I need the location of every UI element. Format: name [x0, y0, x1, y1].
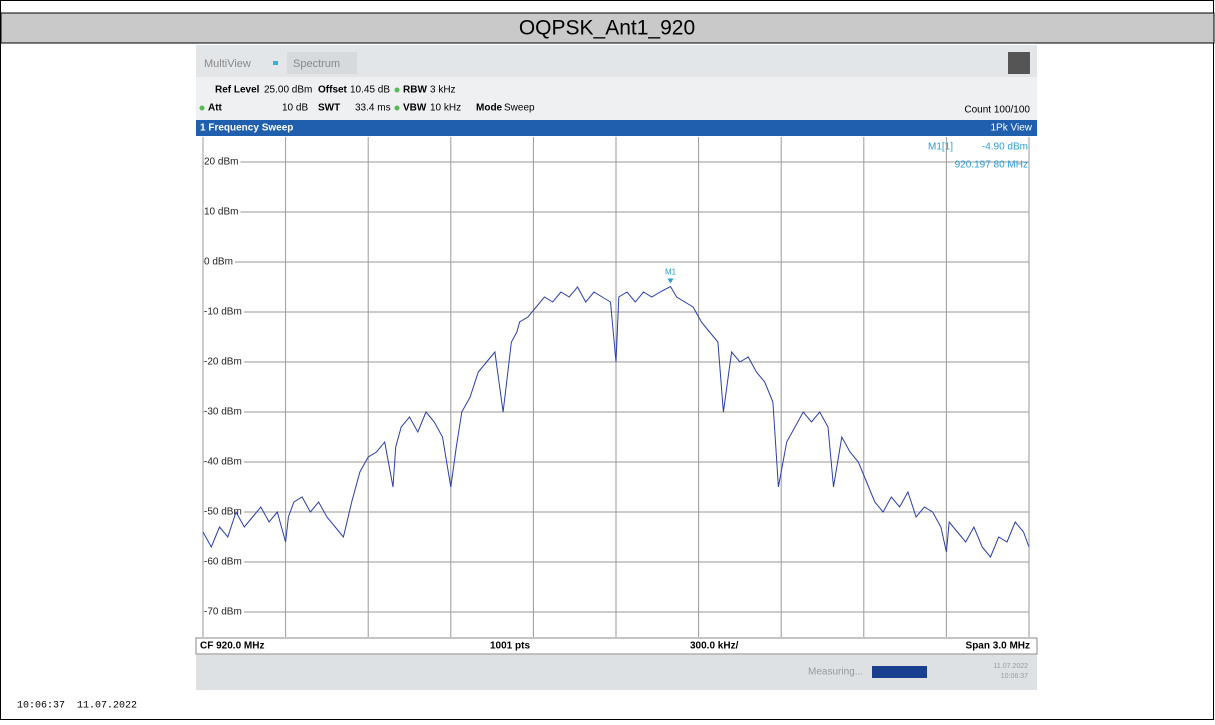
- label-bg: [204, 306, 244, 318]
- count: Count 100/100: [964, 105, 1030, 116]
- value: 25.00 dBm: [264, 85, 312, 96]
- label-bg: [204, 606, 244, 618]
- progress: [872, 666, 927, 678]
- indicator: [199, 105, 205, 111]
- y-tick-label: -30 dBm: [204, 407, 242, 418]
- plot: 20 dBm 10 dBm 0 dBm -10 dBm -20 dBm -30 dBm -4…: [202, 137, 1030, 637]
- info-row: [195, 637, 1038, 655]
- label-bg: [204, 406, 244, 418]
- label: SWT: [318, 103, 340, 114]
- label-bg: [204, 456, 244, 468]
- label-bg: [204, 256, 235, 268]
- view-label: 1Pk View: [990, 123, 1032, 134]
- y-tick-label: -50 dBm: [204, 507, 242, 518]
- label: Mode: [476, 103, 503, 114]
- y-tick-label: -40 dBm: [204, 457, 242, 468]
- label-bg: [204, 206, 241, 218]
- value: 33.4 ms: [355, 103, 391, 114]
- footer: 10:06:37 11.07.2022: [17, 701, 137, 712]
- value: 10 dB: [282, 103, 308, 114]
- y-tick-label: 0 dBm: [204, 257, 233, 268]
- tab-label: Spectrum: [293, 58, 340, 70]
- label-bg: [204, 506, 244, 518]
- value: 3 kHz: [430, 85, 456, 96]
- title-band: [0, 12, 1215, 44]
- label: Ref Level: [215, 85, 260, 96]
- value: Sweep: [504, 103, 535, 114]
- center: CF 920.0 MHz: [200, 641, 264, 652]
- menu-button[interactable]: [1008, 52, 1030, 74]
- y-tick-label: 10 dBm: [204, 207, 238, 218]
- value: 10 kHz: [430, 103, 461, 114]
- trace: [202, 285, 1030, 558]
- label-bg: [204, 156, 241, 168]
- label: Offset: [318, 85, 348, 96]
- marker-frequency: 920.197 80 MHz: [955, 160, 1028, 171]
- tab: [287, 52, 357, 74]
- window-bar: [196, 120, 1037, 136]
- marker-label: M1: [665, 268, 677, 277]
- y-tick-label: 20 dBm: [204, 157, 238, 168]
- tab-label: MultiView: [204, 58, 251, 70]
- span: Span 3.0 MHz: [966, 641, 1030, 652]
- marker-readout: M1[1]: [928, 142, 953, 153]
- title: OQPSK_Ant1_920: [519, 17, 695, 40]
- label: Att: [208, 103, 223, 114]
- y-tick-label: -20 dBm: [204, 357, 242, 368]
- label: RBW: [403, 85, 427, 96]
- status-state: Measuring...: [808, 667, 863, 678]
- label: VBW: [403, 103, 427, 114]
- status-date: 11.07.2022: [993, 663, 1028, 670]
- tab-dot: [273, 61, 278, 65]
- indicator: [394, 105, 400, 111]
- indicator: [394, 87, 400, 93]
- y-tick-label: -10 dBm: [204, 307, 242, 318]
- value: 10.45 dB: [350, 85, 390, 96]
- label-bg: [204, 556, 244, 568]
- label-bg: [204, 356, 244, 368]
- window-title: 1 Frequency Sweep: [200, 123, 293, 134]
- y-tick-label: -70 dBm: [204, 607, 242, 618]
- marker: [667, 278, 674, 284]
- y-tick-label: -60 dBm: [204, 557, 242, 568]
- per-division: 300.0 kHz/: [690, 641, 739, 652]
- points: 1001 pts: [490, 641, 530, 652]
- status-time: 10:06:37: [1001, 673, 1028, 680]
- marker-value: -4.90 dBm: [982, 142, 1028, 153]
